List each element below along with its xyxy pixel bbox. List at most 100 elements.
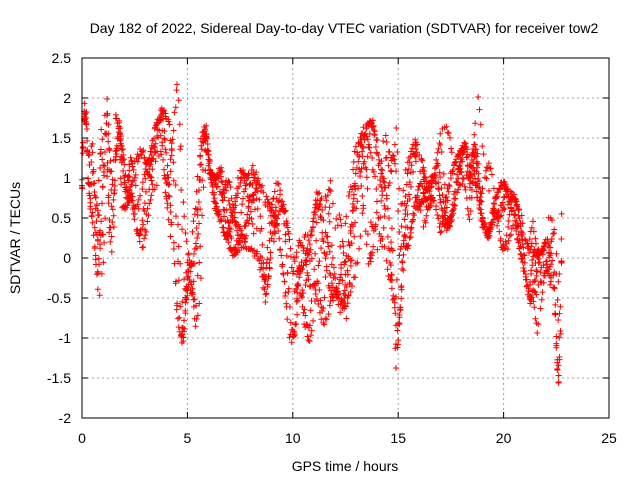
data-point <box>398 223 405 230</box>
data-point <box>461 139 468 146</box>
data-point <box>96 212 103 219</box>
data-point <box>313 219 320 226</box>
data-point <box>548 261 555 268</box>
data-point <box>402 233 409 240</box>
data-point <box>345 253 352 260</box>
data-point <box>508 231 515 238</box>
data-point <box>175 324 182 331</box>
data-point <box>518 228 525 235</box>
data-point <box>436 192 443 199</box>
data-point <box>383 257 390 264</box>
data-point <box>175 97 182 104</box>
data-point <box>260 284 267 291</box>
data-point <box>455 186 462 193</box>
data-point <box>478 198 485 205</box>
data-point <box>359 210 366 217</box>
data-point <box>323 263 330 270</box>
data-point <box>504 201 511 208</box>
data-point <box>306 283 313 290</box>
data-point <box>528 243 535 250</box>
data-point <box>457 168 464 175</box>
data-point <box>414 192 421 199</box>
data-point <box>530 298 537 305</box>
data-point <box>475 94 482 101</box>
data-point <box>318 245 325 252</box>
data-point <box>399 265 406 272</box>
data-point <box>532 276 539 283</box>
data-point <box>174 315 181 322</box>
data-point <box>241 177 248 184</box>
data-point <box>440 170 447 177</box>
data-point <box>460 149 467 156</box>
data-point <box>360 205 367 212</box>
data-point <box>368 252 375 259</box>
data-point <box>456 162 463 169</box>
data-point <box>195 187 202 194</box>
data-point <box>547 281 554 288</box>
data-point <box>373 198 380 205</box>
data-point <box>226 179 233 186</box>
data-point <box>384 233 391 240</box>
y-tick-label: -1 <box>59 330 72 346</box>
data-point <box>294 311 301 318</box>
data-point <box>396 252 403 259</box>
data-point <box>378 197 385 204</box>
data-point <box>293 320 300 327</box>
data-point <box>392 293 399 300</box>
data-point <box>435 162 442 169</box>
data-point <box>404 170 411 177</box>
data-point <box>262 298 269 305</box>
data-point <box>435 145 442 152</box>
data-point <box>475 160 482 167</box>
data-point <box>163 149 170 156</box>
x-axis-title: GPS time / hours <box>292 458 399 474</box>
data-point <box>406 191 413 198</box>
data-point <box>218 164 225 171</box>
data-point <box>521 259 528 266</box>
data-point <box>267 249 274 256</box>
data-point <box>406 159 413 166</box>
data-point <box>483 164 490 171</box>
data-point <box>351 183 358 190</box>
data-point <box>165 216 172 223</box>
data-point <box>320 217 327 224</box>
data-point <box>372 221 379 228</box>
data-point <box>358 183 365 190</box>
data-point <box>497 213 504 220</box>
data-point <box>402 167 409 174</box>
data-point <box>91 243 98 250</box>
data-point <box>537 305 544 312</box>
data-point <box>550 230 557 237</box>
data-point <box>302 281 309 288</box>
data-point <box>117 175 124 182</box>
data-point <box>160 156 167 163</box>
data-point <box>532 235 539 242</box>
data-point <box>428 183 435 190</box>
data-point <box>308 255 315 262</box>
data-point <box>423 212 430 219</box>
data-point <box>294 297 301 304</box>
data-point <box>320 238 327 245</box>
data-point <box>149 181 156 188</box>
data-point <box>130 166 137 173</box>
data-point <box>350 191 357 198</box>
data-point <box>180 334 187 341</box>
data-point <box>187 268 194 275</box>
data-point <box>414 186 421 193</box>
data-point <box>194 312 201 319</box>
data-point <box>476 106 483 113</box>
data-point <box>401 233 408 240</box>
data-point <box>360 124 367 131</box>
data-point <box>337 243 344 250</box>
data-point <box>110 223 117 230</box>
data-point <box>487 226 494 233</box>
data-point <box>393 124 400 131</box>
data-point <box>379 167 386 174</box>
data-point <box>359 193 366 200</box>
data-point <box>434 149 441 156</box>
data-point <box>491 205 498 212</box>
data-point <box>108 203 115 210</box>
data-point <box>349 186 356 193</box>
data-point <box>193 315 200 322</box>
data-point <box>459 151 466 158</box>
